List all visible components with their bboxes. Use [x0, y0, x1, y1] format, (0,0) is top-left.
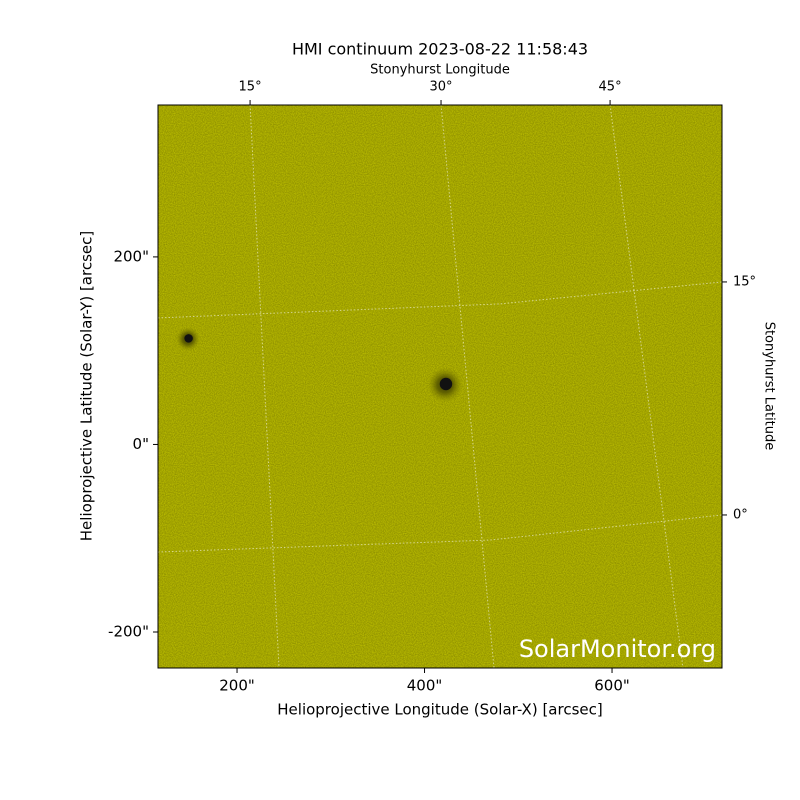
x-tick-label: 400"	[407, 677, 443, 695]
latitude-grid-line	[158, 281, 722, 319]
x2-tick-label: 30°	[430, 80, 453, 95]
watermark: SolarMonitor.org	[519, 635, 716, 663]
x2-label: Stonyhurst Longitude	[370, 63, 510, 78]
y-tick-label: 0"	[133, 435, 149, 453]
plot-frame	[157, 104, 723, 669]
longitude-grid-line	[609, 105, 684, 668]
x2-tick-label: 45°	[599, 80, 622, 95]
latitude-grid-line	[158, 514, 722, 553]
y2-tick-label: 15°	[733, 274, 756, 289]
sunspot-umbra	[184, 334, 193, 343]
longitude-grid-line	[249, 105, 280, 668]
y2-label: Stonyhurst Latitude	[762, 322, 777, 451]
x-tick-label: 200"	[219, 677, 255, 695]
x-label: Helioprojective Longitude (Solar-X) [arc…	[277, 701, 602, 719]
x-tick-label: 600"	[594, 677, 630, 695]
y-tick-label: -200"	[108, 622, 149, 640]
x2-tick-label: 15°	[239, 80, 262, 95]
y2-tick-label: 0°	[733, 507, 748, 522]
chart-title: HMI continuum 2023-08-22 11:58:43	[292, 40, 588, 59]
sunspot-umbra	[439, 377, 453, 391]
y-tick-label: 200"	[113, 247, 149, 265]
plot-area	[158, 105, 722, 668]
y-label: Helioprojective Latitude (Solar-Y) [arcs…	[78, 231, 96, 541]
